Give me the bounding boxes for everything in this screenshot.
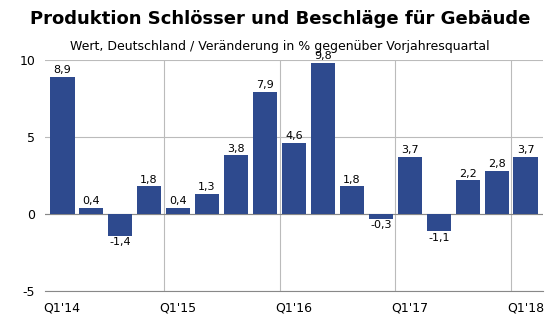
Bar: [455, 180, 480, 214]
Text: Wert, Deutschland / Veränderung in % gegenüber Vorjahresquartal: Wert, Deutschland / Veränderung in % geg…: [70, 40, 490, 53]
Text: 1,8: 1,8: [141, 175, 158, 185]
Text: 7,9: 7,9: [256, 80, 274, 90]
Bar: [195, 194, 220, 214]
Bar: [398, 157, 422, 214]
Text: 8,9: 8,9: [53, 65, 71, 75]
Bar: [282, 143, 306, 214]
Bar: [311, 63, 335, 214]
Text: 2,8: 2,8: [488, 159, 506, 169]
Bar: [339, 186, 364, 214]
Bar: [166, 208, 190, 214]
Text: 9,8: 9,8: [314, 51, 332, 61]
Text: 4,6: 4,6: [285, 131, 303, 141]
Bar: [514, 157, 538, 214]
Text: 3,7: 3,7: [517, 145, 535, 155]
Bar: [224, 155, 249, 214]
Text: -1,1: -1,1: [428, 233, 450, 243]
Bar: [50, 76, 74, 214]
Text: 3,7: 3,7: [401, 145, 419, 155]
Text: 0,4: 0,4: [82, 196, 100, 206]
Bar: [368, 214, 393, 219]
Text: -0,3: -0,3: [370, 220, 391, 230]
Text: -1,4: -1,4: [109, 237, 131, 247]
Text: 0,4: 0,4: [169, 196, 187, 206]
Bar: [427, 214, 451, 231]
Bar: [484, 171, 509, 214]
Text: 2,2: 2,2: [459, 168, 477, 178]
Bar: [108, 214, 133, 236]
Text: Produktion Schlösser und Beschläge für Gebäude: Produktion Schlösser und Beschläge für G…: [30, 10, 530, 28]
Bar: [79, 208, 104, 214]
Bar: [137, 186, 161, 214]
Text: 3,8: 3,8: [227, 144, 245, 154]
Text: 1,8: 1,8: [343, 175, 361, 185]
Bar: [253, 92, 277, 214]
Text: 1,3: 1,3: [198, 182, 216, 192]
